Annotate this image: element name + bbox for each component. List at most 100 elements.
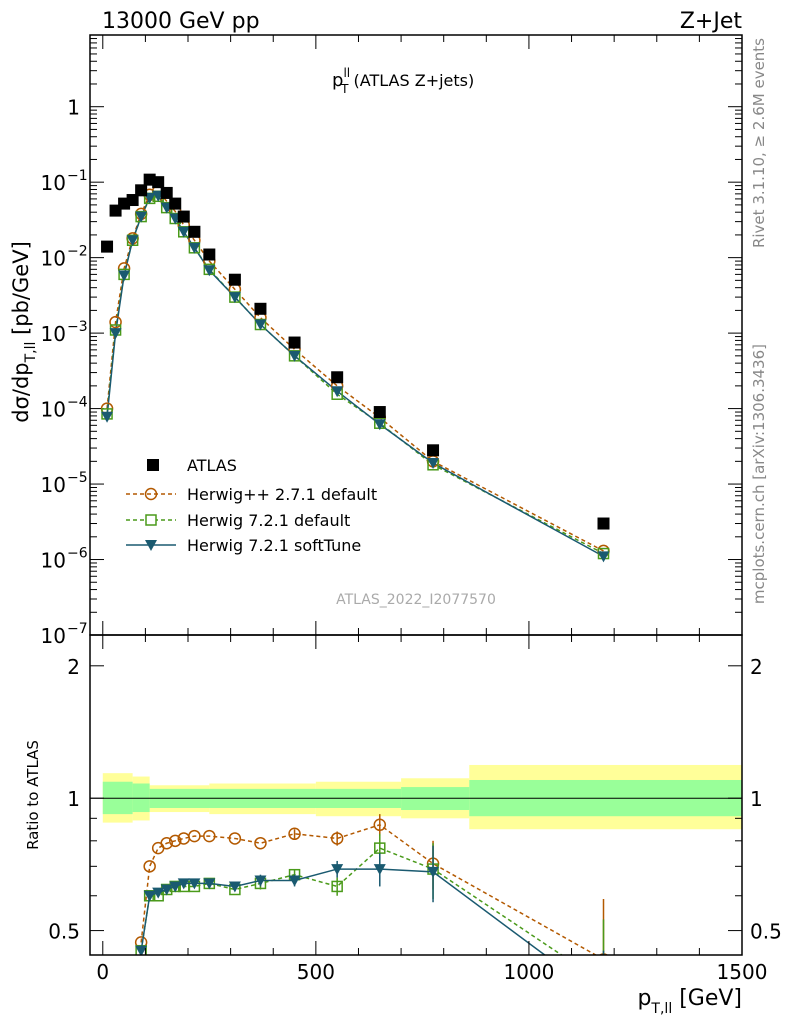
upper-series [100, 173, 610, 563]
x-tick-label: 1000 [503, 960, 554, 984]
upper-point-herwig721soft [331, 386, 344, 398]
ratio-point-herwig721soft [228, 881, 241, 893]
ratio-point-herwigpp [203, 829, 216, 843]
analysis-watermark: ATLAS_2022_I2077570 [336, 592, 496, 608]
ratio-line-herwig721 [140, 847, 563, 955]
header-left: 13000 GeV pp [102, 9, 260, 34]
legend-entry-atlas: ATLAS [147, 456, 237, 475]
tick-base: 10 [41, 247, 66, 271]
upper-point-atlas [427, 444, 440, 457]
upper-point-atlas [126, 194, 139, 207]
ratio-y-tick-label-right: 1 [750, 787, 763, 811]
ratio-point-herwigpp [168, 834, 182, 848]
x-tick-labels: 0 500 1000 1500 [96, 960, 767, 984]
ratio-point-herwig721soft [135, 945, 148, 955]
upper-point-herwig721soft [288, 350, 301, 362]
legend-entry-herwigpp: Herwig++ 2.7.1 default [126, 485, 377, 504]
legend-herwig721-marker [145, 514, 157, 526]
ratio-point-herwig721 [331, 880, 343, 893]
ratio-series-clipped [134, 814, 608, 955]
upper-point-herwig721soft [135, 211, 148, 223]
upper-point-atlas [152, 176, 165, 189]
ratio-point-herwig721soft [177, 878, 190, 890]
title-sub: T [340, 82, 349, 96]
upper-point-herwig721soft [427, 458, 440, 470]
x-axis-label: pT,ll [GeV] [637, 986, 742, 1017]
ratio-y-tick-label-left: 2 [67, 655, 80, 679]
upper-y-tick-exponent: −5 [67, 470, 88, 486]
ratio-y-tick-label-right: 2 [750, 655, 763, 679]
upper-point-herwig721soft [254, 319, 267, 331]
upper-point-herwig721soft [177, 226, 190, 238]
upper-point-herwig721soft [228, 292, 241, 304]
upper-point-herwig721soft [101, 411, 114, 423]
tick-base: 10 [41, 549, 66, 573]
legend-entry-herwig721: Herwig 7.2.1 default [126, 511, 350, 530]
upper-point-herwig721soft [373, 419, 386, 431]
legend-entry-herwig721soft: Herwig 7.2.1 softTune [126, 536, 361, 555]
upper-point-herwig721soft [203, 265, 216, 277]
legend-herwig721soft-label: Herwig 7.2.1 softTune [187, 536, 361, 555]
upper-y-tick-label: 10 [41, 171, 66, 195]
xlabel-rest: [GeV] [672, 986, 742, 1011]
upper-point-atlas [597, 517, 610, 530]
ratio-y-tick-label-right: 0.5 [750, 920, 782, 944]
ratio-point-herwig721soft [427, 866, 440, 878]
upper-ticks [90, 35, 743, 636]
upper-y-tick-exponent: −7 [67, 621, 88, 637]
legend-atlas-label: ATLAS [187, 456, 237, 475]
ratio-point-herwigpp [288, 827, 301, 841]
ratio-point-herwigpp [160, 836, 173, 850]
x-tick-label: 500 [297, 960, 335, 984]
tick-base: 10 [41, 624, 66, 648]
upper-y-axis-label: dσ/dpT,ll [pb/GeV] [9, 241, 39, 423]
upper-point-herwig721soft [126, 235, 139, 247]
header-right: Z+Jet [680, 9, 743, 34]
upper-point-atlas [331, 371, 344, 384]
upper-point-atlas [228, 273, 241, 286]
tick-base: 10 [41, 473, 66, 497]
ratio-ticks [90, 635, 743, 955]
legend: ATLAS Herwig++ 2.7.1 default Herwig 7.2.… [126, 456, 377, 555]
ratio-point-herwig721soft [331, 864, 344, 876]
upper-y-tick-label: 10 [41, 322, 66, 346]
upper-point-atlas [160, 186, 173, 199]
upper-point-atlas [188, 225, 201, 238]
upper-point-herwig721soft [109, 328, 122, 340]
x-tick-label: 1500 [717, 960, 768, 984]
ratio-point-herwig721soft [169, 881, 182, 893]
legend-herwig721soft-marker [145, 540, 157, 551]
upper-point-herwig721soft [118, 270, 131, 282]
upper-y-tick-labels: 10 −710 −610 −510 −410 −310 −210 −11 [41, 96, 88, 648]
xlabel-sub: T,ll [650, 1001, 672, 1017]
upper-point-atlas [177, 210, 190, 223]
upper-y-tick-exponent: −4 [67, 395, 88, 411]
ratio-line-herwigpp [140, 823, 598, 955]
ratio-point-herwig721soft [160, 884, 173, 896]
tick-base: 1 [67, 96, 80, 120]
upper-y-tick-label: 10 [41, 473, 66, 497]
ylabel-sub: T,ll [23, 342, 39, 364]
upper-y-tick-label: 10 [41, 549, 66, 573]
ratio-y-axis-label: Ratio to ATLAS [24, 740, 42, 850]
upper-point-herwig721soft [188, 242, 201, 254]
title-p: p [332, 70, 343, 91]
ratio-point-herwigpp [188, 829, 201, 843]
mcplots-info: mcplots.cern.ch [arXiv:1306.3436] [750, 344, 768, 604]
legend-herwigpp-label: Herwig++ 2.7.1 default [187, 485, 377, 504]
legend-herwigpp-marker [144, 487, 158, 501]
title-rest: (ATLAS Z+jets) [348, 71, 474, 90]
rivet-info: Rivet 3.1.10, ≥ 2.6M events [750, 38, 768, 248]
ratio-point-herwigpp [254, 836, 267, 850]
ylabel-rest: [pb/GeV] [9, 241, 33, 341]
ratio-panel: 0.5 0.5 1 1 2 2 Ratio to ATLAS [24, 634, 782, 956]
ratio-point-herwig721soft [188, 878, 201, 890]
tick-base: 10 [41, 398, 66, 422]
ratio-point-herwig721 [374, 842, 386, 854]
ratio-point-herwig721soft [373, 864, 386, 876]
upper-y-tick-label: 10 [41, 247, 66, 271]
ratio-frame [89, 634, 743, 956]
ratio-point-herwigpp [143, 860, 156, 873]
